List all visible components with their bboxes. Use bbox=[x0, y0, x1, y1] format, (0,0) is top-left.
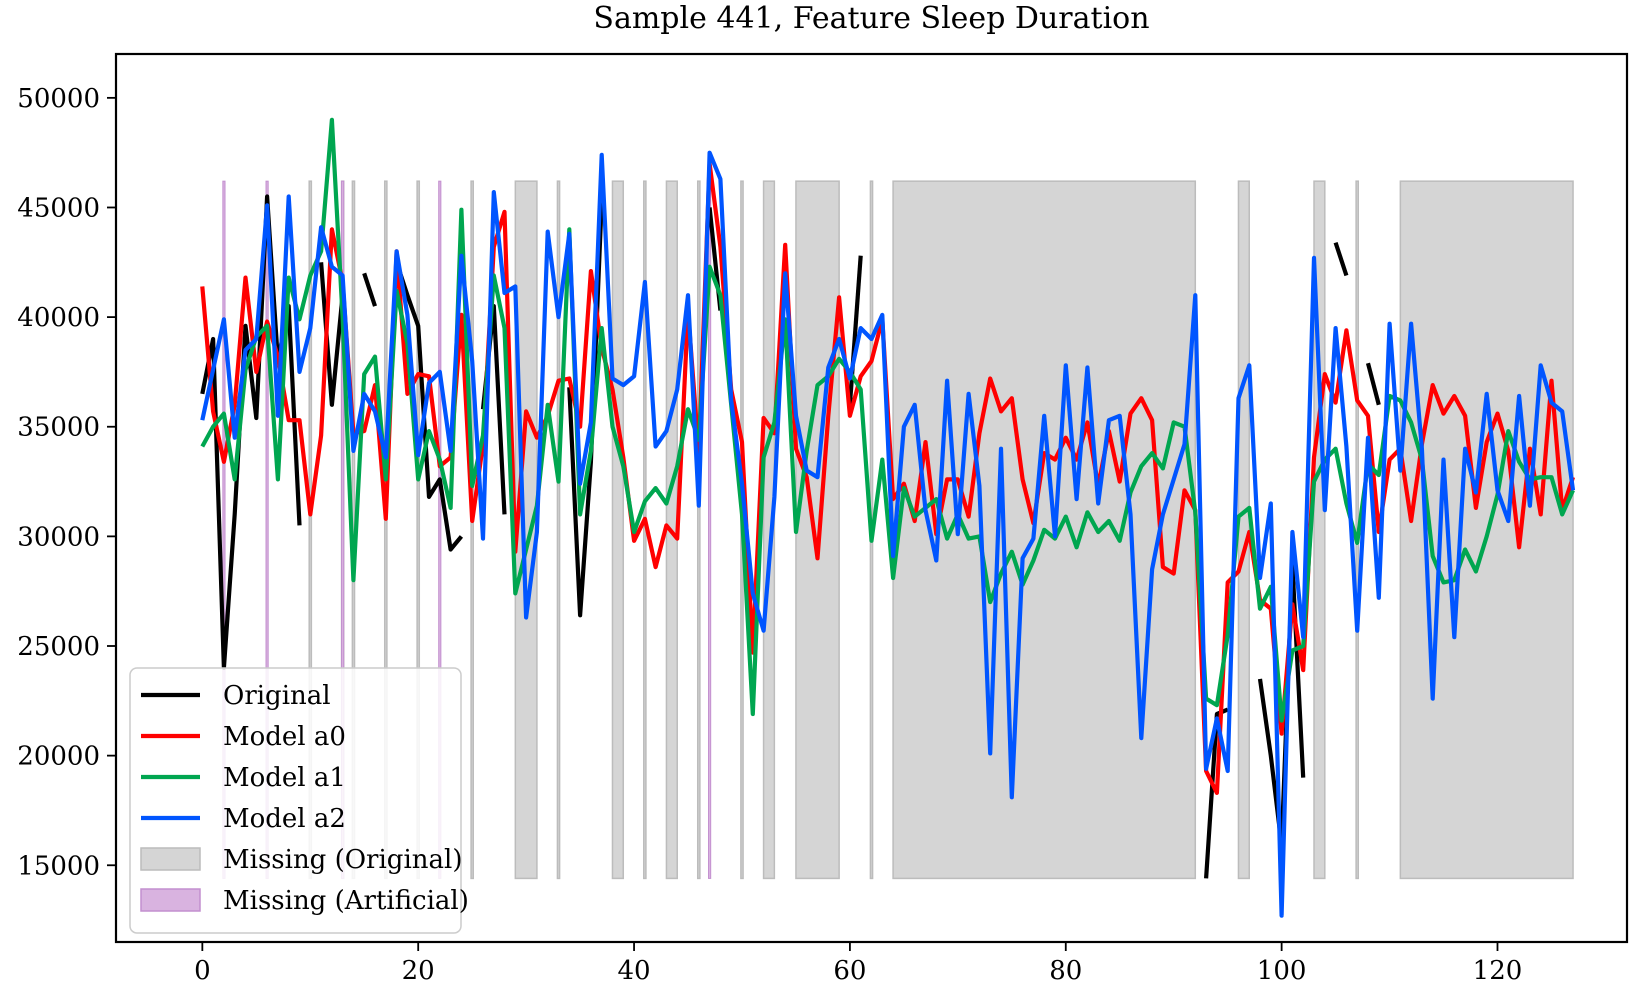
legend-label-model-a0: Model a0 bbox=[223, 722, 346, 752]
series-line-original bbox=[847, 255, 863, 405]
series-lines bbox=[200, 117, 1576, 918]
missing-original-band bbox=[611, 180, 625, 880]
legend-label-original: Original bbox=[223, 681, 331, 711]
series-line-original bbox=[362, 272, 377, 307]
y-tick-label: 25000 bbox=[17, 632, 100, 662]
legend-label-model-a2: Model a2 bbox=[223, 804, 346, 834]
y-tick-label: 20000 bbox=[17, 742, 100, 772]
y-tick-label: 50000 bbox=[17, 84, 100, 114]
legend-label-missing-original-: Missing (Original) bbox=[223, 845, 462, 875]
y-tick-label: 15000 bbox=[17, 851, 100, 881]
legend-label-missing-artificial-: Missing (Artificial) bbox=[223, 886, 469, 916]
x-tick-label: 80 bbox=[1049, 956, 1082, 986]
missing-original-band bbox=[470, 180, 474, 880]
series-line-original bbox=[1204, 707, 1229, 879]
x-tick-label: 20 bbox=[402, 956, 435, 986]
series-line-original bbox=[1365, 362, 1381, 406]
missing-original-band bbox=[762, 180, 776, 880]
x-tick-label: 120 bbox=[1473, 956, 1523, 986]
chart-title: Sample 441, Feature Sleep Duration bbox=[593, 1, 1149, 36]
legend-box bbox=[129, 667, 462, 934]
series-line-model-a1 bbox=[200, 117, 1575, 723]
x-tick-label: 60 bbox=[833, 956, 866, 986]
legend-swatch-missing-artificial- bbox=[140, 888, 201, 912]
legend-label-model-a1: Model a1 bbox=[223, 763, 346, 793]
series-line-original bbox=[394, 261, 464, 552]
missing-original-band bbox=[696, 180, 701, 880]
missing-original-band bbox=[795, 180, 840, 880]
legend-swatch-missing-original- bbox=[140, 847, 201, 871]
x-axis: 0 20 40 60 80 100 120 bbox=[194, 942, 1522, 986]
y-tick-label: 35000 bbox=[17, 413, 100, 443]
x-tick-label: 100 bbox=[1257, 956, 1307, 986]
y-tick-label: 45000 bbox=[17, 193, 100, 223]
missing-original-band bbox=[1237, 180, 1251, 880]
y-tick-label: 40000 bbox=[17, 303, 100, 333]
x-tick-label: 0 bbox=[194, 956, 211, 986]
series-line-original bbox=[1333, 241, 1349, 277]
legend: Original Model a0 Model a1 Model a2 Missing … bbox=[129, 667, 469, 934]
y-axis: 15000 20000 25000 30000 35000 40000 45000 50000 bbox=[17, 84, 116, 881]
missing-original-band bbox=[556, 180, 561, 880]
series-line-model-a2 bbox=[200, 150, 1576, 918]
series-line-original bbox=[319, 262, 345, 407]
x-tick-label: 40 bbox=[618, 956, 651, 986]
plot-frame bbox=[114, 52, 1629, 944]
missing-original-band bbox=[1313, 180, 1326, 880]
y-tick-label: 30000 bbox=[17, 522, 100, 552]
